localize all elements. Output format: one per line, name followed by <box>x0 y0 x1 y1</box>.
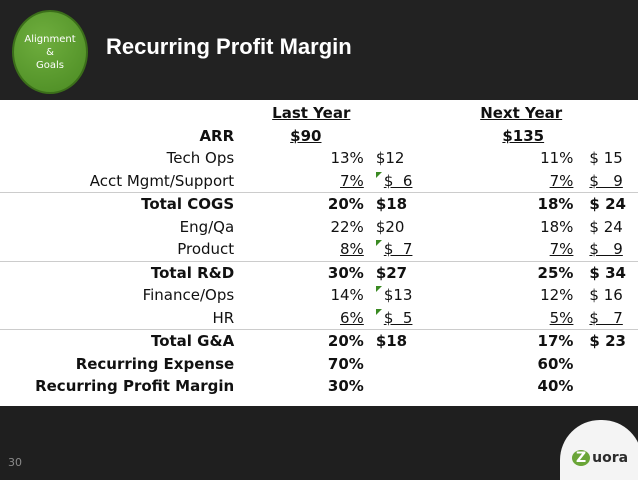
next-year-percent: 7% <box>549 240 574 259</box>
row-label: Acct Mgmt/Support <box>89 171 235 190</box>
row-label: Product <box>177 240 235 259</box>
table-row: Acct Mgmt/Support 7% $ 6 7% $ 9 <box>0 170 638 193</box>
next-year-amount: $ 34 <box>589 263 626 282</box>
next-year-amount: $ 23 <box>589 332 626 351</box>
cloud-decoration <box>560 420 638 480</box>
table-row: Recurring Expense 70% 60% <box>0 353 638 376</box>
table-row: HR 6% $ 5 5% $ 7 <box>0 307 638 330</box>
row-label: Finance/Ops <box>142 286 235 305</box>
next-year-percent: 7% <box>549 171 574 190</box>
next-year-amount: $ 24 <box>589 195 626 214</box>
slide-number: 30 <box>8 456 22 469</box>
last-year-percent: 13% <box>330 149 364 168</box>
table-row: Finance/Ops 14% $13 12% $ 16 <box>0 284 638 307</box>
row-label: HR <box>212 308 235 327</box>
row-label: Total R&D <box>150 263 235 282</box>
badge-line-1: Alignment <box>24 33 76 45</box>
row-label: Tech Ops <box>166 149 235 168</box>
table-row: Total G&A 20% $18 17% $ 23 <box>0 329 638 353</box>
table-row: Total COGS 20% $18 18% $ 24 <box>0 192 638 216</box>
table-row: Tech Ops 13% $12 11% $ 15 <box>0 147 638 170</box>
next-year-amount: $ 9 <box>589 240 623 259</box>
row-label: Eng/Qa <box>179 217 235 236</box>
row-label: Recurring Expense <box>75 354 235 373</box>
green-flag-icon <box>375 240 382 247</box>
last-year-percent: 30% <box>327 377 364 396</box>
last-year-percent: 70% <box>327 354 364 373</box>
last-year-percent: 20% <box>327 195 364 214</box>
logo-text: uora <box>592 450 629 466</box>
last-year-percent: 30% <box>327 263 364 282</box>
last-year-header: Last Year <box>272 104 351 123</box>
last-year-amount: $18 <box>375 332 408 351</box>
alignment-goals-badge: Alignment & Goals <box>12 10 88 94</box>
last-year-percent: 8% <box>340 240 364 259</box>
last-year-percent: 14% <box>330 286 364 305</box>
last-year-amount: $ 6 <box>383 171 413 190</box>
badge-line-2: & <box>46 46 54 58</box>
next-year-percent: 12% <box>540 286 574 305</box>
last-year-percent: 6% <box>340 308 364 327</box>
arr-next-value: $135 <box>502 126 545 145</box>
logo-mark: Z <box>572 450 591 466</box>
badge-line-3: Goals <box>36 59 64 71</box>
last-year-amount: $20 <box>375 217 405 236</box>
next-year-percent: 18% <box>537 195 574 214</box>
green-flag-icon <box>375 286 382 293</box>
next-year-amount: $ 15 <box>589 149 623 168</box>
row-label: Total COGS <box>141 195 235 214</box>
last-year-amount: $ 5 <box>383 308 413 327</box>
slide-title: Recurring Profit Margin <box>106 34 352 59</box>
next-year-percent: 40% <box>537 377 574 396</box>
last-year-amount: $18 <box>375 195 408 214</box>
next-year-percent: 25% <box>537 263 574 282</box>
last-year-amount: $27 <box>375 263 408 282</box>
table-row: Recurring Profit Margin 30% 40% <box>0 375 638 398</box>
margin-table-panel: Last Year Next Year ARR $90 $135 Tech Op… <box>0 100 638 406</box>
slide-header: Alignment & Goals Recurring Profit Margi… <box>0 0 638 100</box>
last-year-percent: 22% <box>330 217 364 236</box>
table-row: Total R&D 30% $27 25% $ 34 <box>0 260 638 284</box>
arr-last-value: $90 <box>290 126 322 145</box>
row-label: Recurring Profit Margin <box>35 377 235 396</box>
green-flag-icon <box>375 171 382 178</box>
next-year-percent: 60% <box>537 354 574 373</box>
last-year-percent: 20% <box>327 332 364 351</box>
arr-label: ARR <box>199 126 235 145</box>
next-year-header: Next Year <box>480 104 563 123</box>
last-year-amount: $13 <box>383 286 413 305</box>
last-year-percent: 7% <box>340 171 364 190</box>
next-year-amount: $ 24 <box>589 217 623 236</box>
arr-row: ARR $90 $135 <box>0 125 638 148</box>
next-year-percent: 18% <box>540 217 574 236</box>
table-header-row: Last Year Next Year <box>0 102 638 125</box>
next-year-amount: $ 9 <box>589 171 623 190</box>
last-year-amount: $12 <box>375 149 405 168</box>
next-year-amount: $ 7 <box>589 308 623 327</box>
table-row: Eng/Qa 22% $20 18% $ 24 <box>0 216 638 239</box>
next-year-percent: 11% <box>540 149 574 168</box>
row-label: Total G&A <box>150 332 235 351</box>
table-row: Product 8% $ 7 7% $ 9 <box>0 238 638 261</box>
next-year-amount: $ 16 <box>589 286 623 305</box>
margin-table: Last Year Next Year ARR $90 $135 Tech Op… <box>0 102 638 398</box>
next-year-percent: 17% <box>537 332 574 351</box>
last-year-amount: $ 7 <box>383 240 413 259</box>
next-year-percent: 5% <box>549 308 574 327</box>
green-flag-icon <box>375 308 382 315</box>
